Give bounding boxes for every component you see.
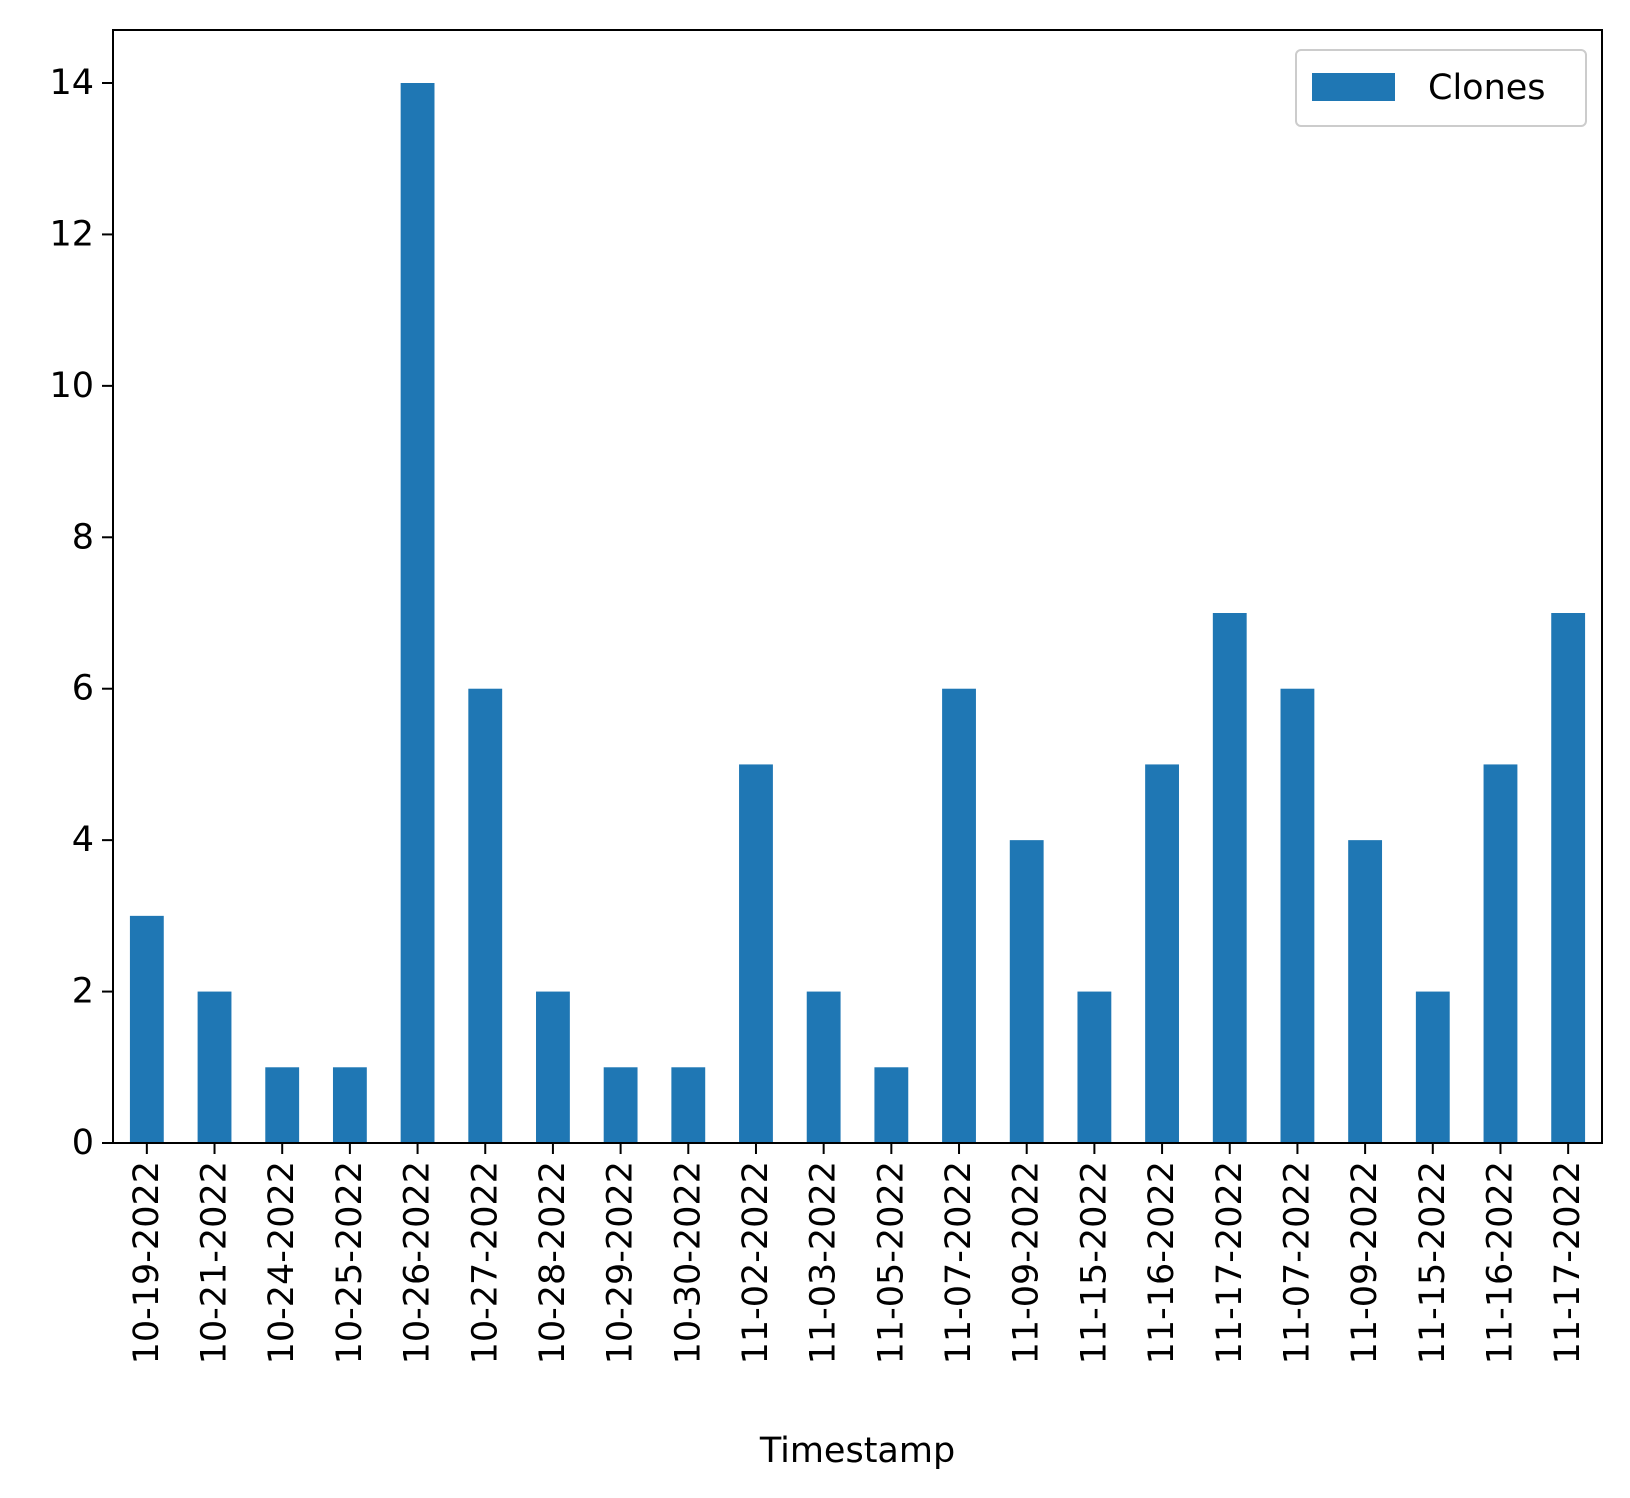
bar-19	[1415, 991, 1450, 1143]
y-tick-label-0: 0	[72, 1123, 94, 1163]
bar-1	[197, 991, 232, 1143]
x-tick-label-1: 10-21-2022	[195, 1161, 235, 1364]
bar-9	[739, 764, 773, 1143]
bar-6	[536, 991, 570, 1143]
bar-8	[671, 1067, 706, 1143]
y-tick-label-1: 2	[72, 972, 94, 1012]
x-tick-label-18: 11-09-2022	[1345, 1161, 1385, 1364]
bar-7	[603, 1067, 638, 1143]
bar-15	[1145, 764, 1179, 1143]
bar-16	[1212, 613, 1247, 1143]
bars-layer	[129, 83, 1586, 1143]
bar-20	[1483, 764, 1518, 1143]
x-tick-label-11: 11-05-2022	[871, 1161, 911, 1364]
bar-12	[942, 688, 976, 1143]
y-tick-label-7: 14	[49, 63, 94, 103]
legend: Clones	[1295, 49, 1587, 127]
bar-4	[400, 83, 435, 1143]
plot-frame	[112, 29, 1603, 1144]
y-tick-label-2: 4	[72, 820, 94, 860]
bar-18	[1348, 840, 1383, 1143]
x-tick-label-9: 11-02-2022	[736, 1161, 776, 1364]
x-tick-label-21: 11-17-2022	[1548, 1161, 1588, 1364]
bar-2	[265, 1067, 300, 1143]
bar-3	[332, 1067, 367, 1143]
legend-swatch	[1312, 73, 1395, 101]
bar-10	[806, 991, 841, 1143]
x-tick-label-4: 10-26-2022	[398, 1161, 438, 1364]
x-tick-label-13: 11-09-2022	[1007, 1161, 1047, 1364]
bar-14	[1077, 991, 1112, 1143]
x-tick-label-8: 10-30-2022	[668, 1161, 708, 1364]
x-tick-label-0: 10-19-2022	[127, 1161, 167, 1364]
x-tick-label-6: 10-28-2022	[533, 1161, 573, 1364]
x-tick-label-7: 10-29-2022	[601, 1161, 641, 1364]
x-tick-label-2: 10-24-2022	[262, 1161, 302, 1364]
bar-13	[1009, 840, 1044, 1143]
bar-11	[874, 1067, 909, 1143]
bar-0	[129, 915, 164, 1143]
y-tick-label-4: 8	[72, 517, 94, 557]
x-tick-label-20: 11-16-2022	[1480, 1161, 1520, 1364]
y-axis: 0 2 4 6 8 10 12 14	[49, 63, 113, 1163]
x-tick-label-16: 11-17-2022	[1210, 1161, 1250, 1364]
x-axis: 10-19-2022 10-21-2022 10-24-2022 10-25-2022…	[127, 1143, 1588, 1364]
y-tick-label-6: 12	[49, 214, 94, 254]
x-tick-label-15: 11-16-2022	[1142, 1161, 1182, 1364]
bar-21	[1551, 613, 1586, 1143]
x-tick-label-17: 11-07-2022	[1277, 1161, 1317, 1364]
y-tick-label-5: 10	[49, 366, 94, 406]
x-tick-label-19: 11-15-2022	[1413, 1161, 1453, 1364]
x-tick-label-5: 10-27-2022	[465, 1161, 505, 1364]
legend-label: Clones	[1428, 68, 1546, 108]
y-tick-label-3: 6	[72, 669, 94, 709]
legend-box	[1295, 49, 1587, 127]
x-tick-label-3: 10-25-2022	[330, 1161, 370, 1364]
x-tick-label-10: 11-03-2022	[804, 1161, 844, 1364]
bar-17	[1280, 688, 1315, 1143]
bar-5	[468, 688, 503, 1143]
x-tick-label-14: 11-15-2022	[1074, 1161, 1114, 1364]
x-axis-title: Timestamp	[759, 1431, 955, 1471]
x-tick-label-12: 11-07-2022	[939, 1161, 979, 1364]
